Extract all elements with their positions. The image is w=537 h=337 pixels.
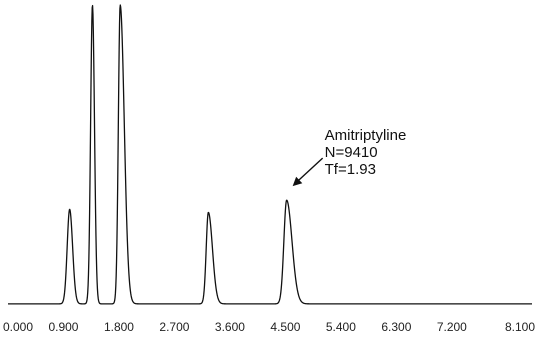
annotation-arrow-head bbox=[292, 176, 303, 187]
x-tick-label: 2.700 bbox=[159, 320, 189, 334]
signal-trace bbox=[7, 4, 533, 305]
x-axis-ticks: 0.000 0.900 1.800 2.700 3.600 4.500 5.400 6.300… bbox=[3, 320, 535, 334]
plot-area bbox=[7, 4, 533, 305]
x-tick-label: 1.800 bbox=[104, 320, 134, 334]
annotation-compound-name: Amitriptyline bbox=[325, 127, 407, 144]
x-tick-label: 7.200 bbox=[437, 320, 467, 334]
peak-annotation: Amitriptyline N=9410 Tf=1.93 bbox=[292, 127, 407, 187]
x-tick-label: 8.100 bbox=[505, 320, 535, 334]
annotation-plate-count: N=9410 bbox=[325, 144, 378, 161]
x-tick-label: 0.900 bbox=[48, 320, 78, 334]
x-tick-label: 6.300 bbox=[381, 320, 411, 334]
annotation-tailing-factor: Tf=1.93 bbox=[325, 161, 376, 178]
annotation-arrow-line bbox=[296, 157, 324, 183]
x-tick-label: 4.500 bbox=[270, 320, 300, 334]
x-tick-label: 3.600 bbox=[215, 320, 245, 334]
x-tick-label: 5.400 bbox=[326, 320, 356, 334]
x-tick-label: 0.000 bbox=[3, 320, 33, 334]
